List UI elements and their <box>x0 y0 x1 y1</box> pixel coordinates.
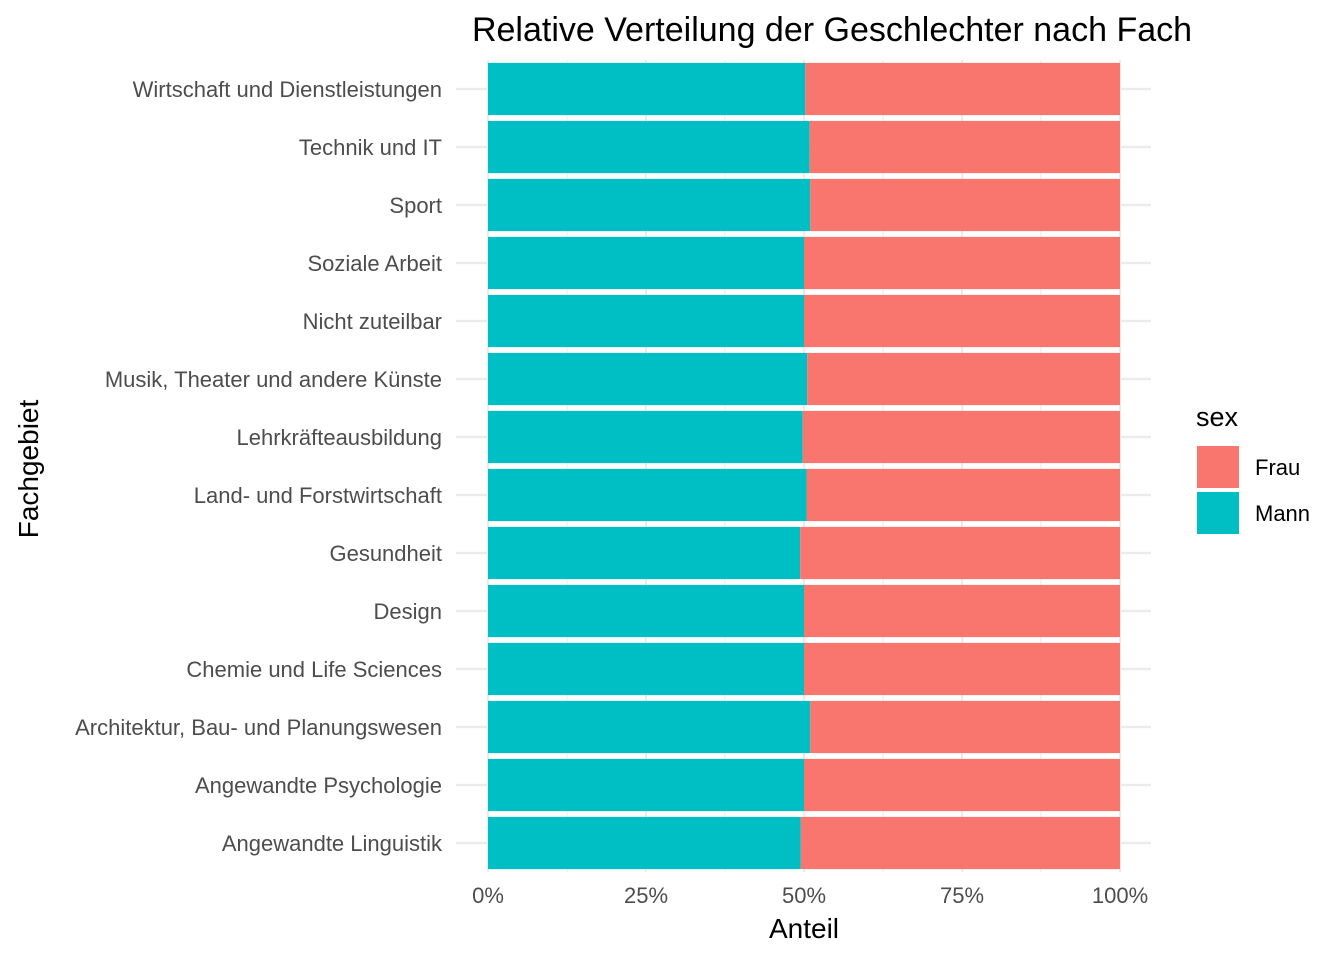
y-tick-label: Land- und Forstwirtschaft <box>194 483 442 508</box>
bars <box>488 62 1120 870</box>
y-tick-label: Architektur, Bau- und Planungswesen <box>75 715 442 740</box>
bar-frau <box>804 584 1120 638</box>
y-tick-labels: Angewandte Linguistik Angewandte Psycholo… <box>75 77 443 856</box>
bar-frau <box>804 758 1120 812</box>
bar-mann <box>488 584 804 638</box>
bar-mann <box>488 700 811 754</box>
chart-title: Relative Verteilung der Geschlechter nac… <box>472 11 1192 49</box>
y-tick-label: Soziale Arbeit <box>307 251 442 276</box>
legend: sex Frau Mann <box>1196 402 1310 534</box>
x-tick-label: 0% <box>472 883 504 908</box>
bar-mann <box>488 62 806 116</box>
bar-mann <box>488 236 804 290</box>
x-tick-label: 100% <box>1092 883 1148 908</box>
bar-frau <box>804 294 1120 348</box>
bar-frau <box>802 410 1120 464</box>
bar-frau <box>805 62 1120 116</box>
bar-frau <box>806 468 1120 522</box>
bar-mann <box>488 758 804 812</box>
y-tick-label: Wirtschaft und Dienstleistungen <box>133 77 442 102</box>
legend-swatch <box>1197 492 1239 534</box>
bar-mann <box>488 352 808 406</box>
bar-mann <box>488 526 801 580</box>
legend-label: Mann <box>1255 501 1310 526</box>
y-tick-label: Technik und IT <box>299 135 442 160</box>
bar-mann <box>488 410 803 464</box>
x-tick-label: 75% <box>940 883 984 908</box>
bar-frau <box>810 178 1120 232</box>
x-tick-label: 50% <box>782 883 826 908</box>
bar-frau <box>807 352 1120 406</box>
x-tick-label: 25% <box>624 883 668 908</box>
y-tick-label: Gesundheit <box>329 541 442 566</box>
y-tick-label: Nicht zuteilbar <box>303 309 442 334</box>
bar-frau <box>810 700 1120 754</box>
bar-mann <box>488 178 811 232</box>
bar-frau <box>804 236 1120 290</box>
bar-frau <box>800 526 1120 580</box>
legend-label: Frau <box>1255 455 1300 480</box>
bar-mann <box>488 294 804 348</box>
bar-mann <box>488 468 807 522</box>
y-tick-label: Sport <box>389 193 442 218</box>
bar-mann <box>488 642 804 696</box>
y-tick-label: Angewandte Psychologie <box>195 773 442 798</box>
y-tick-label: Design <box>374 599 442 624</box>
bar-frau <box>809 120 1120 174</box>
y-tick-label: Angewandte Linguistik <box>222 831 443 856</box>
legend-title: sex <box>1196 402 1239 432</box>
legend-swatch <box>1197 446 1239 488</box>
y-tick-label: Musik, Theater und andere Künste <box>105 367 442 392</box>
bar-frau <box>800 816 1120 870</box>
bar-mann <box>488 120 810 174</box>
bar-frau <box>804 642 1120 696</box>
y-tick-label: Chemie und Life Sciences <box>186 657 442 682</box>
bar-mann <box>488 816 801 870</box>
x-tick-labels: 0% 25% 50% 75% 100% <box>472 883 1148 908</box>
y-axis-title: Fachgebiet <box>13 400 44 539</box>
x-axis-title: Anteil <box>769 913 839 944</box>
y-tick-label: Lehrkräfteausbildung <box>237 425 442 450</box>
